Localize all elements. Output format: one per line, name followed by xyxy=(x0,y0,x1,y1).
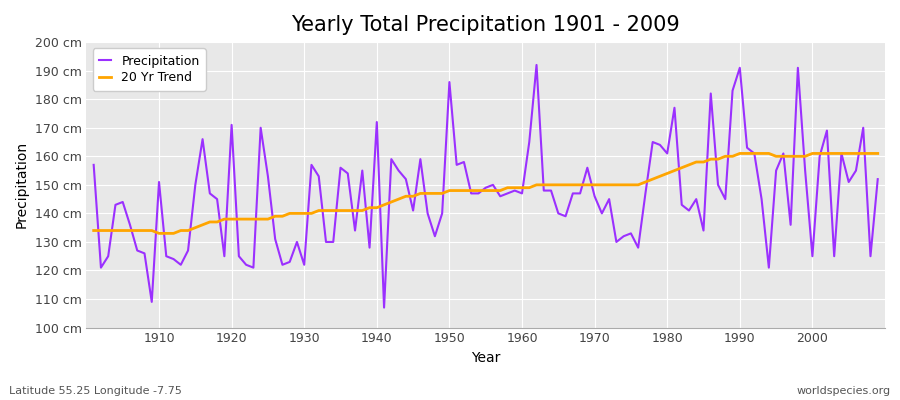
Precipitation xyxy=(349,228,360,233)
20 Yr Trend xyxy=(357,208,368,213)
20 Yr Trend xyxy=(88,228,99,233)
Title: Yearly Total Precipitation 1901 - 2009: Yearly Total Precipitation 1901 - 2009 xyxy=(292,15,680,35)
Text: worldspecies.org: worldspecies.org xyxy=(796,386,891,396)
20 Yr Trend xyxy=(734,151,745,156)
Line: Precipitation: Precipitation xyxy=(94,65,878,308)
20 Yr Trend xyxy=(524,185,535,190)
20 Yr Trend xyxy=(872,151,883,156)
Precipitation xyxy=(88,162,99,167)
Precipitation xyxy=(524,140,535,144)
Text: Latitude 55.25 Longitude -7.75: Latitude 55.25 Longitude -7.75 xyxy=(9,386,182,396)
Precipitation xyxy=(872,177,883,182)
Legend: Precipitation, 20 Yr Trend: Precipitation, 20 Yr Trend xyxy=(93,48,206,91)
Precipitation xyxy=(379,305,390,310)
20 Yr Trend xyxy=(313,208,324,213)
Y-axis label: Precipitation: Precipitation xyxy=(15,141,29,228)
X-axis label: Year: Year xyxy=(471,351,500,365)
Precipitation xyxy=(306,162,317,167)
Precipitation xyxy=(517,191,527,196)
20 Yr Trend xyxy=(154,231,165,236)
Precipitation xyxy=(618,234,629,239)
Line: 20 Yr Trend: 20 Yr Trend xyxy=(94,154,878,233)
20 Yr Trend xyxy=(611,182,622,187)
Precipitation xyxy=(147,300,158,304)
20 Yr Trend xyxy=(517,185,527,190)
Precipitation xyxy=(531,62,542,67)
20 Yr Trend xyxy=(147,228,158,233)
